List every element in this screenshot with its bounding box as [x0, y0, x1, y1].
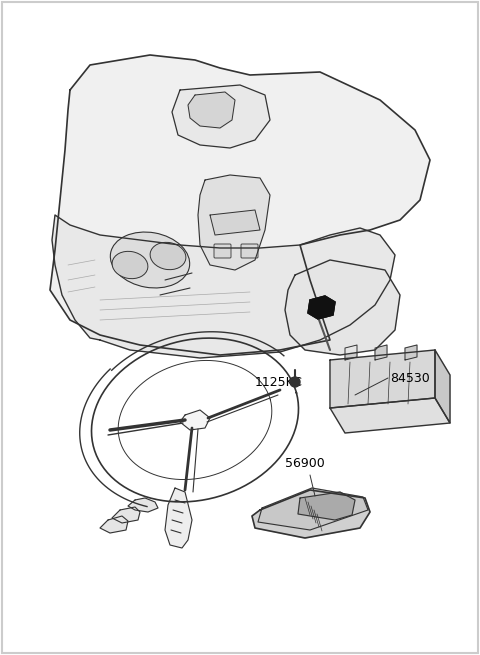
Polygon shape	[210, 210, 260, 235]
Circle shape	[290, 377, 300, 387]
Polygon shape	[330, 398, 450, 433]
Polygon shape	[330, 350, 435, 408]
Polygon shape	[345, 345, 357, 360]
Ellipse shape	[110, 232, 190, 288]
Polygon shape	[285, 260, 400, 355]
Polygon shape	[252, 490, 370, 538]
Polygon shape	[375, 345, 387, 360]
Polygon shape	[180, 410, 210, 430]
Polygon shape	[298, 492, 355, 520]
Polygon shape	[165, 488, 192, 548]
Polygon shape	[198, 175, 270, 270]
Polygon shape	[100, 516, 128, 533]
Polygon shape	[188, 92, 235, 128]
Polygon shape	[172, 85, 270, 148]
Ellipse shape	[112, 252, 148, 278]
FancyBboxPatch shape	[214, 244, 231, 258]
Polygon shape	[435, 350, 450, 423]
Polygon shape	[308, 296, 335, 319]
Ellipse shape	[150, 242, 186, 270]
Text: 84530: 84530	[390, 371, 430, 384]
Text: 1125KC: 1125KC	[255, 377, 303, 390]
Polygon shape	[52, 215, 395, 358]
Polygon shape	[128, 498, 158, 512]
Polygon shape	[258, 488, 368, 530]
FancyBboxPatch shape	[241, 244, 258, 258]
Polygon shape	[308, 296, 335, 319]
Text: 56900: 56900	[285, 457, 325, 470]
Polygon shape	[405, 345, 417, 360]
Polygon shape	[112, 507, 140, 523]
Polygon shape	[50, 55, 430, 355]
